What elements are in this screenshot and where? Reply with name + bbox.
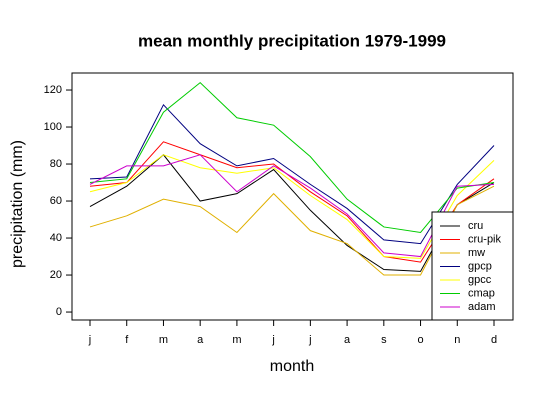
x-tick-label: m — [232, 334, 241, 346]
legend-label: adam — [468, 301, 496, 313]
y-tick-label: 80 — [50, 158, 62, 170]
plot-frame — [71, 72, 514, 321]
y-tick-label: 0 — [56, 306, 62, 318]
x-tick-label: j — [88, 334, 91, 346]
series-line — [89, 103, 495, 245]
legend-label: gpcc — [468, 274, 492, 286]
series-line — [89, 141, 495, 263]
legend-label: cru-pik — [468, 233, 502, 245]
series-line — [89, 154, 495, 259]
series-line — [89, 185, 495, 276]
legend-label: cmap — [468, 287, 495, 299]
y-tick-label: 60 — [50, 195, 62, 207]
y-tick-label: 120 — [44, 84, 62, 96]
x-tick-label: j — [271, 334, 274, 346]
legend-label: mw — [468, 247, 485, 259]
x-tick-label: n — [454, 334, 460, 346]
y-tick-label: 100 — [44, 121, 62, 133]
x-tick-label: f — [125, 334, 129, 346]
legend-label: cru — [468, 220, 483, 232]
x-tick-label: j — [308, 334, 311, 346]
x-tick-label: s — [381, 334, 387, 346]
x-tick-label: a — [344, 334, 351, 346]
series-line — [89, 154, 495, 258]
legend-label: gpcp — [468, 260, 492, 272]
x-axis-label: month — [270, 358, 314, 375]
y-tick-label: 40 — [50, 232, 62, 244]
x-tick-label: a — [197, 334, 204, 346]
series-line — [89, 81, 495, 234]
y-tick-label: 20 — [50, 269, 62, 281]
x-tick-label: m — [159, 334, 168, 346]
chart-title: mean monthly precipitation 1979-1999 — [138, 31, 446, 50]
x-tick-label: d — [491, 334, 497, 346]
x-tick-label: o — [417, 334, 423, 346]
y-axis-label: precipitation (mm) — [9, 140, 26, 268]
